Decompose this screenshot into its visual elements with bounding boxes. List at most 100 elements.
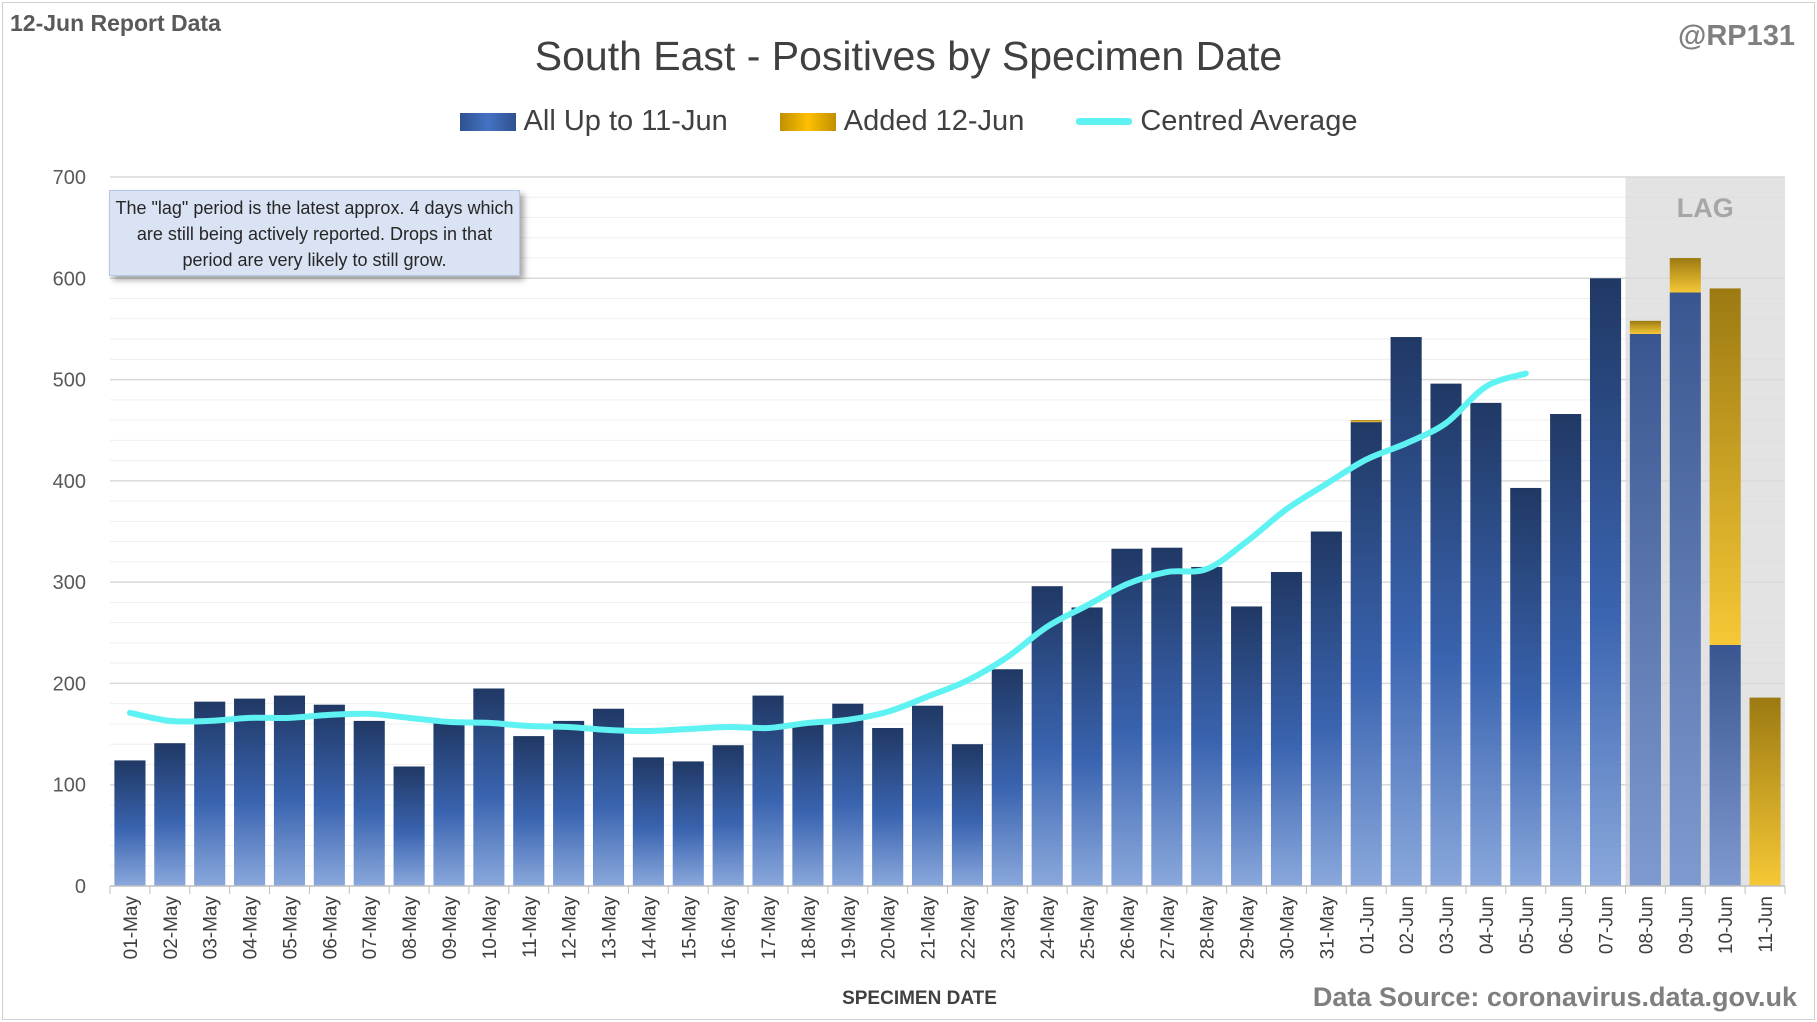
bar-all-12-May — [553, 720, 585, 886]
x-axis-title: SPECIMEN DATE — [842, 988, 997, 1009]
y-tick-label: 400 — [53, 471, 86, 493]
x-tick-label: 10-Jun — [1716, 896, 1737, 954]
bar-all-08-Jun — [1629, 333, 1661, 886]
author-handle: @RP131 — [1678, 20, 1795, 52]
bar-all-03-Jun — [1430, 383, 1462, 886]
x-tick-label: 19-May — [839, 896, 860, 960]
lag-label: LAG — [1677, 193, 1734, 223]
x-tick-label: 08-May — [400, 896, 421, 960]
x-tick-label: 17-May — [759, 896, 780, 960]
bar-all-30-May — [1270, 572, 1303, 886]
x-tick-label: 14-May — [639, 896, 660, 960]
bar-all-16-May — [712, 745, 744, 886]
bar-all-07-May — [353, 720, 385, 886]
bar-all-23-May — [991, 669, 1023, 886]
legend-label-all: All Up to 11-Jun — [523, 105, 728, 137]
x-tick-label: 10-May — [480, 896, 501, 960]
bar-all-10-May — [473, 688, 505, 886]
lag-annotation: The "lag" period is the latest approx. 4… — [109, 190, 520, 276]
x-tick-label: 07-Jun — [1597, 896, 1618, 954]
bar-all-06-May — [313, 704, 345, 886]
x-tick-label: 26-May — [1118, 896, 1139, 960]
bar-all-18-May — [792, 722, 824, 886]
bar-all-20-May — [872, 727, 904, 886]
x-tick-label: 24-May — [1038, 896, 1059, 960]
x-tick-label: 23-May — [998, 896, 1019, 960]
bar-all-21-May — [912, 705, 944, 886]
legend-swatch-gold — [779, 112, 836, 131]
x-tick-label: 01-Jun — [1357, 896, 1378, 954]
grid-layer — [110, 176, 1785, 867]
x-tick-label: 12-May — [560, 896, 581, 960]
x-tick-label: 03-Jun — [1437, 896, 1458, 954]
y-tick-label: 300 — [53, 572, 86, 594]
legend-swatch-blue — [459, 112, 516, 131]
x-tick-label: 20-May — [879, 896, 900, 960]
legend-swatch-line — [1076, 118, 1133, 125]
legend-label-average: Centred Average — [1140, 105, 1358, 137]
bar-layer — [114, 258, 1781, 887]
x-tick-label: 25-May — [1078, 896, 1099, 960]
y-tick-label: 700 — [53, 167, 86, 189]
bar-all-13-May — [592, 708, 625, 886]
legend-label-added: Added 12-Jun — [843, 105, 1025, 137]
x-tick-label: 03-May — [201, 896, 222, 960]
bar-all-03-May — [194, 701, 226, 886]
x-tick-label: 15-May — [679, 896, 700, 960]
x-tick-label: 11-May — [520, 896, 541, 958]
bar-all-26-May — [1111, 548, 1143, 886]
bar-all-05-Jun — [1510, 487, 1542, 886]
x-tick-label: 31-May — [1317, 896, 1338, 960]
bar-all-09-Jun — [1669, 292, 1701, 887]
bar-all-29-May — [1231, 606, 1263, 886]
x-tick-label: 08-Jun — [1636, 896, 1657, 954]
x-tick-label: 29-May — [1238, 896, 1259, 960]
bar-all-11-May — [513, 736, 545, 886]
y-tick-label: 500 — [53, 370, 86, 392]
bar-all-01-May — [114, 760, 146, 886]
x-tick-label: 05-May — [280, 896, 301, 960]
bar-all-31-May — [1310, 531, 1342, 886]
axis-layer: 0 100 200 300 400 500 600 700 01-May 02-May 03-May… — [53, 167, 1786, 1009]
legend-item-average: Centred Average — [1076, 105, 1357, 138]
bar-all-02-Jun — [1390, 337, 1422, 886]
y-tick-label: 600 — [53, 268, 86, 290]
x-tick-label: 22-May — [958, 896, 979, 960]
bar-all-04-Jun — [1470, 402, 1502, 886]
bar-all-06-Jun — [1550, 414, 1582, 886]
chart-title: South East - Positives by Specimen Date — [534, 33, 1283, 79]
x-tick-label: 06-May — [320, 896, 341, 960]
bar-added-10-Jun — [1709, 288, 1741, 645]
x-tick-label: 11-Jun — [1756, 896, 1777, 953]
x-tick-label: 05-Jun — [1517, 896, 1538, 954]
data-source: Data Source: coronavirus.data.gov.uk — [1312, 982, 1797, 1012]
y-tick-label: 0 — [75, 876, 86, 898]
bar-added-08-Jun — [1629, 320, 1661, 334]
bar-all-25-May — [1071, 607, 1103, 886]
bar-added-01-Jun — [1350, 420, 1382, 423]
x-tick-label: 09-May — [440, 896, 461, 960]
x-tick-label: 16-May — [719, 896, 740, 960]
x-tick-label: 01-May — [121, 896, 142, 960]
report-label: 12-Jun Report Data — [10, 10, 221, 36]
legend-item-added: Added 12-Jun — [779, 105, 1025, 138]
bar-all-10-Jun — [1709, 644, 1741, 886]
x-tick-label: 27-May — [1158, 896, 1179, 960]
line-layer — [126, 370, 1529, 735]
bar-all-01-Jun — [1350, 422, 1382, 886]
x-tick-label: 21-May — [919, 896, 940, 960]
legend: All Up to 11-Jun Added 12-Jun Centred Av… — [0, 105, 1817, 138]
bar-added-11-Jun — [1749, 697, 1781, 886]
bar-all-19-May — [832, 703, 864, 886]
x-tick-label: 02-Jun — [1397, 896, 1418, 954]
legend-item-all: All Up to 11-Jun — [459, 105, 728, 138]
bar-all-05-May — [273, 695, 306, 886]
bar-added-09-Jun — [1669, 258, 1701, 293]
x-tick-label: 07-May — [360, 896, 381, 960]
x-tick-label: 04-May — [241, 896, 262, 960]
y-tick-label: 100 — [53, 775, 86, 797]
x-tick-label: 28-May — [1198, 896, 1219, 960]
y-tick-label: 200 — [53, 673, 86, 695]
bar-all-27-May — [1151, 547, 1183, 886]
